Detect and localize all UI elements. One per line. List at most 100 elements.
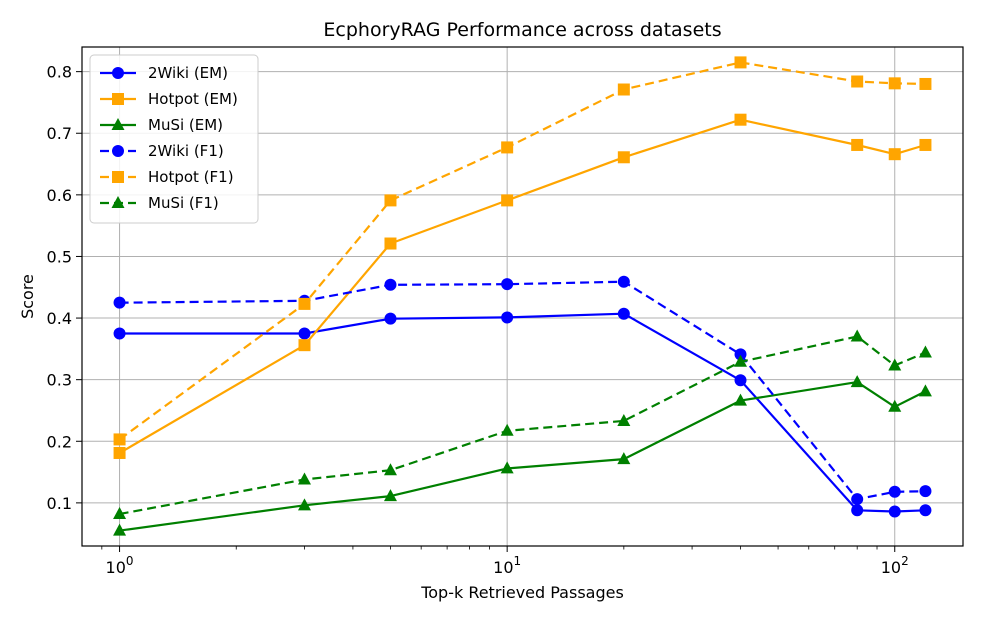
legend-marker bbox=[112, 145, 124, 157]
data-point bbox=[919, 504, 932, 517]
data-point bbox=[500, 423, 514, 436]
data-point bbox=[851, 493, 864, 506]
data-point bbox=[888, 399, 902, 412]
data-point bbox=[617, 275, 630, 288]
legend: 2Wiki (EM) Hotpot (EM) MuSi (EM) 2Wiki (F1)… bbox=[89, 54, 259, 224]
data-point bbox=[501, 278, 514, 291]
series-line bbox=[119, 381, 926, 532]
data-point bbox=[297, 472, 311, 485]
series-line bbox=[119, 312, 926, 513]
data-point bbox=[734, 354, 748, 367]
plot-frame bbox=[81, 46, 964, 547]
data-point bbox=[918, 345, 932, 358]
data-point bbox=[919, 77, 932, 90]
data-point bbox=[298, 339, 311, 352]
data-point bbox=[734, 56, 747, 69]
data-point bbox=[113, 506, 127, 519]
legend-marker bbox=[112, 171, 124, 183]
y-tick-label: 0.8 bbox=[47, 63, 72, 82]
y-tick-label: 0.1 bbox=[47, 494, 72, 513]
data-point bbox=[888, 148, 901, 161]
series-hotpot-em bbox=[113, 113, 932, 459]
data-point bbox=[734, 393, 748, 406]
data-point bbox=[918, 384, 932, 397]
data-point bbox=[113, 327, 126, 340]
y-tick-label: 0.3 bbox=[47, 371, 72, 390]
data-point bbox=[888, 77, 901, 90]
data-point bbox=[888, 358, 902, 371]
legend-marker bbox=[111, 118, 125, 130]
data-point bbox=[734, 374, 747, 387]
data-point bbox=[113, 433, 126, 446]
x-tick-label: 102 bbox=[881, 554, 909, 577]
legend-label: 2Wiki (F1) bbox=[148, 142, 224, 160]
data-point bbox=[617, 307, 630, 320]
data-point bbox=[384, 237, 397, 250]
data-point bbox=[501, 194, 514, 207]
data-point bbox=[113, 523, 127, 536]
data-point bbox=[501, 141, 514, 154]
legend-label: MuSi (F1) bbox=[148, 194, 219, 212]
legend-label: Hotpot (F1) bbox=[148, 168, 234, 186]
legend-box bbox=[89, 54, 259, 224]
data-point bbox=[734, 113, 747, 126]
legend-label: 2Wiki (EM) bbox=[148, 64, 228, 82]
data-point bbox=[297, 498, 311, 511]
x-tick-label: 100 bbox=[106, 554, 134, 577]
data-point bbox=[850, 375, 864, 388]
x-axis-title: Top-k Retrieved Passages bbox=[420, 583, 624, 602]
series-layer bbox=[113, 56, 932, 536]
legend-marker bbox=[111, 196, 125, 208]
data-point bbox=[617, 413, 631, 426]
series-hotpot-f1 bbox=[113, 56, 932, 446]
legend-marker bbox=[112, 93, 124, 105]
legend-label: MuSi (EM) bbox=[148, 116, 223, 134]
series-2wiki-em bbox=[113, 307, 932, 518]
legend-entry: 2Wiki (EM) bbox=[100, 64, 228, 82]
legend-entry: MuSi (EM) bbox=[100, 116, 223, 134]
data-point bbox=[617, 83, 630, 96]
series-musi-f1 bbox=[113, 329, 932, 519]
data-point bbox=[298, 297, 311, 310]
legend-marker bbox=[112, 67, 124, 79]
data-point bbox=[383, 489, 397, 502]
legend-entry: 2Wiki (F1) bbox=[100, 142, 224, 160]
y-tick-label: 0.2 bbox=[47, 432, 72, 451]
data-point bbox=[851, 138, 864, 151]
data-point bbox=[617, 151, 630, 164]
y-tick-label: 0.5 bbox=[47, 247, 72, 266]
data-point bbox=[851, 75, 864, 88]
chart-title: EcphoryRAG Performance across datasets bbox=[323, 19, 721, 41]
y-axis-title: Score bbox=[18, 274, 37, 319]
data-point bbox=[888, 505, 901, 518]
series-2wiki-f1 bbox=[113, 275, 932, 506]
legend-entry: MuSi (F1) bbox=[100, 194, 219, 212]
data-point bbox=[383, 463, 397, 476]
legend-label: Hotpot (EM) bbox=[148, 90, 238, 108]
data-point bbox=[500, 461, 514, 474]
data-point bbox=[919, 138, 932, 151]
data-point bbox=[734, 348, 747, 361]
data-point bbox=[851, 504, 864, 517]
legend-entry: Hotpot (EM) bbox=[100, 90, 238, 108]
data-point bbox=[888, 485, 901, 498]
data-point bbox=[384, 312, 397, 325]
y-tick-label: 0.4 bbox=[47, 309, 72, 328]
y-tick-label: 0.6 bbox=[47, 186, 72, 205]
data-point bbox=[384, 278, 397, 291]
data-point bbox=[617, 452, 631, 465]
y-tick-label: 0.7 bbox=[47, 124, 72, 143]
data-point bbox=[298, 327, 311, 340]
x-tick-label: 101 bbox=[493, 554, 521, 577]
data-point bbox=[919, 485, 932, 498]
data-point bbox=[850, 329, 864, 342]
series-musi-em bbox=[113, 375, 932, 536]
data-point bbox=[501, 311, 514, 324]
legend-entry: Hotpot (F1) bbox=[100, 168, 234, 186]
data-point bbox=[384, 194, 397, 207]
series-line bbox=[119, 335, 926, 516]
data-point bbox=[113, 296, 126, 309]
axes: 0.1 0.2 0.3 0.4 0.5 0.6 0.7 0.8 100 101 102 bbox=[47, 63, 909, 577]
data-point bbox=[113, 446, 126, 459]
